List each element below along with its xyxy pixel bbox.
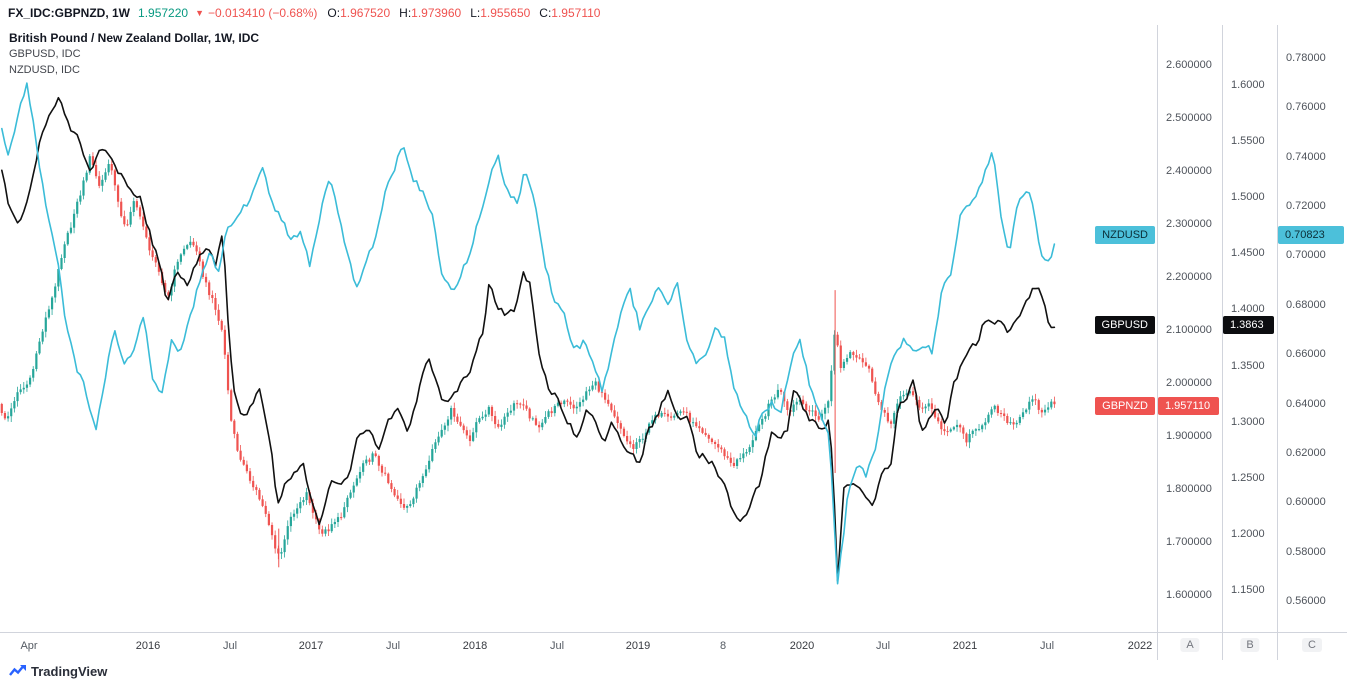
legend-main-series[interactable]: British Pound / New Zealand Dollar, 1W, … xyxy=(9,31,260,45)
time-tick-label: 2016 xyxy=(135,640,161,652)
ohlc-close: C:1.957110 xyxy=(539,6,600,20)
ohlc-low-value: 1.955650 xyxy=(480,5,531,20)
tradingview-logo-icon[interactable] xyxy=(9,664,26,678)
price-tick-label: 1.4500 xyxy=(1231,247,1265,259)
symbol-info-bar: FX_IDC:GBPNZD, 1W 1.957220 ▼ −0.013410 (… xyxy=(0,0,1347,25)
chart-legend: British Pound / New Zealand Dollar, 1W, … xyxy=(9,30,259,78)
price-axis-a[interactable]: 1.957110 2.600000 2.500000 2.400000 2.30000… xyxy=(1157,25,1222,660)
ohlc-open: O:1.967520 xyxy=(327,6,390,20)
price-tick-label: 1.4000 xyxy=(1231,303,1265,315)
price-tick-label: 1.3000 xyxy=(1231,416,1265,428)
ohlc-high-label: H: xyxy=(399,5,412,20)
scale-letter-c[interactable]: C xyxy=(1302,638,1322,652)
time-tick-label: Jul xyxy=(875,640,891,652)
time-tick-label: Jul xyxy=(549,640,565,652)
scale-letter-a[interactable]: A xyxy=(1180,638,1200,652)
price-tick-label: 0.62000 xyxy=(1286,447,1326,459)
change-direction-down-icon: ▼ xyxy=(195,7,204,18)
ohlc-close-label: C: xyxy=(539,5,552,20)
gbpusd-series-flag: GBPUSD xyxy=(1094,316,1155,334)
price-tick-label: 0.78000 xyxy=(1286,52,1326,64)
price-tick-label: 1.5500 xyxy=(1231,135,1265,147)
price-tick-label: 0.56000 xyxy=(1286,595,1326,607)
time-tick-label: Jul xyxy=(222,640,238,652)
gbpnzd-price-label: 1.957110 xyxy=(1158,397,1219,415)
gbpnzd-candlestick-series[interactable] xyxy=(0,152,1056,568)
price-tick-label: 2.000000 xyxy=(1166,377,1212,389)
gbpusd-price-label: 1.3863 xyxy=(1223,316,1274,334)
time-tick-label: Jul xyxy=(1039,640,1055,652)
chart-canvas[interactable] xyxy=(0,25,1157,632)
price-tick-label: 1.2500 xyxy=(1231,472,1265,484)
price-tick-label: 1.6000 xyxy=(1231,79,1265,91)
nzdusd-price-label: 0.70823 xyxy=(1278,226,1344,244)
time-tick-label: 2022 xyxy=(1127,640,1153,652)
time-tick-label: Jul xyxy=(385,640,401,652)
price-tick-label: 0.66000 xyxy=(1286,348,1326,360)
price-tick-label: 2.300000 xyxy=(1166,218,1212,230)
price-tick-label: 0.68000 xyxy=(1286,299,1326,311)
scale-letter-b[interactable]: B xyxy=(1240,638,1260,652)
gbpnzd-series-flag: GBPNZD xyxy=(1095,397,1155,415)
legend-overlay-nzdusd[interactable]: NZDUSD, IDC xyxy=(9,64,80,76)
price-tick-label: 0.74000 xyxy=(1286,151,1326,163)
time-tick-label: 2017 xyxy=(298,640,324,652)
price-tick-label: 0.70000 xyxy=(1286,249,1326,261)
price-axis-b[interactable]: 1.3863 1.6000 1.5500 1.5000 1.4500 1.4000 1.3… xyxy=(1222,25,1277,660)
price-tick-label: 2.400000 xyxy=(1166,165,1212,177)
price-tick-label: 1.1500 xyxy=(1231,584,1265,596)
tradingview-brand[interactable]: TradingView xyxy=(31,663,108,679)
price-tick-label: 1.600000 xyxy=(1166,589,1212,601)
price-axis-c[interactable]: 0.70823 0.78000 0.76000 0.74000 0.72000 0.70… xyxy=(1277,25,1347,660)
ohlc-close-value: 1.957110 xyxy=(551,5,601,20)
price-change: −0.013410 (−0.68%) xyxy=(208,5,318,20)
price-tick-label: 0.72000 xyxy=(1286,200,1326,212)
time-tick-label: 2021 xyxy=(952,640,978,652)
nzdusd-series-flag: NZDUSD xyxy=(1095,226,1155,244)
ohlc-open-value: 1.967520 xyxy=(340,5,391,20)
time-axis[interactable]: Apr 2016 Jul 2017 Jul 2018 Jul 2019 8 2020 Jul 2021… xyxy=(0,632,1347,660)
time-tick-label: 2020 xyxy=(789,640,815,652)
price-tick-label: 2.100000 xyxy=(1166,324,1212,336)
ohlc-high-value: 1.973960 xyxy=(411,5,462,20)
price-tick-label: 2.500000 xyxy=(1166,112,1212,124)
price-tick-label: 0.58000 xyxy=(1286,546,1326,558)
price-tick-label: 1.5000 xyxy=(1231,191,1265,203)
price-tick-label: 1.3500 xyxy=(1231,360,1265,372)
price-tick-label: 1.700000 xyxy=(1166,536,1212,548)
price-tick-label: 1.900000 xyxy=(1166,430,1212,442)
ohlc-open-label: O: xyxy=(327,5,341,20)
legend-overlay-gbpusd[interactable]: GBPUSD, IDC xyxy=(9,48,81,60)
ohlc-low-label: L: xyxy=(470,5,481,20)
price-tick-label: 0.64000 xyxy=(1286,398,1326,410)
symbol-title[interactable]: FX_IDC:GBPNZD, 1W xyxy=(8,5,131,20)
last-price: 1.957220 xyxy=(138,5,189,20)
ohlc-high: H:1.973960 xyxy=(399,6,461,20)
price-tick-label: 2.600000 xyxy=(1166,59,1212,71)
time-tick-label: 2018 xyxy=(462,640,488,652)
price-tick-label: 0.76000 xyxy=(1286,101,1326,113)
nzdusd-line-series[interactable] xyxy=(0,82,1056,585)
chart-plot-area[interactable]: British Pound / New Zealand Dollar, 1W, … xyxy=(0,25,1157,632)
attribution-bar: TradingView xyxy=(0,660,1347,682)
ohlc-low: L:1.955650 xyxy=(470,6,530,20)
price-tick-label: 2.200000 xyxy=(1166,271,1212,283)
time-tick-label: 2019 xyxy=(625,640,651,652)
price-tick-label: 1.800000 xyxy=(1166,483,1212,495)
gbpusd-line-series[interactable] xyxy=(0,96,1056,582)
price-tick-label: 0.60000 xyxy=(1286,496,1326,508)
time-tick-label: 8 xyxy=(719,640,727,652)
price-tick-label: 1.2000 xyxy=(1231,528,1265,540)
time-tick-label: Apr xyxy=(20,640,38,652)
